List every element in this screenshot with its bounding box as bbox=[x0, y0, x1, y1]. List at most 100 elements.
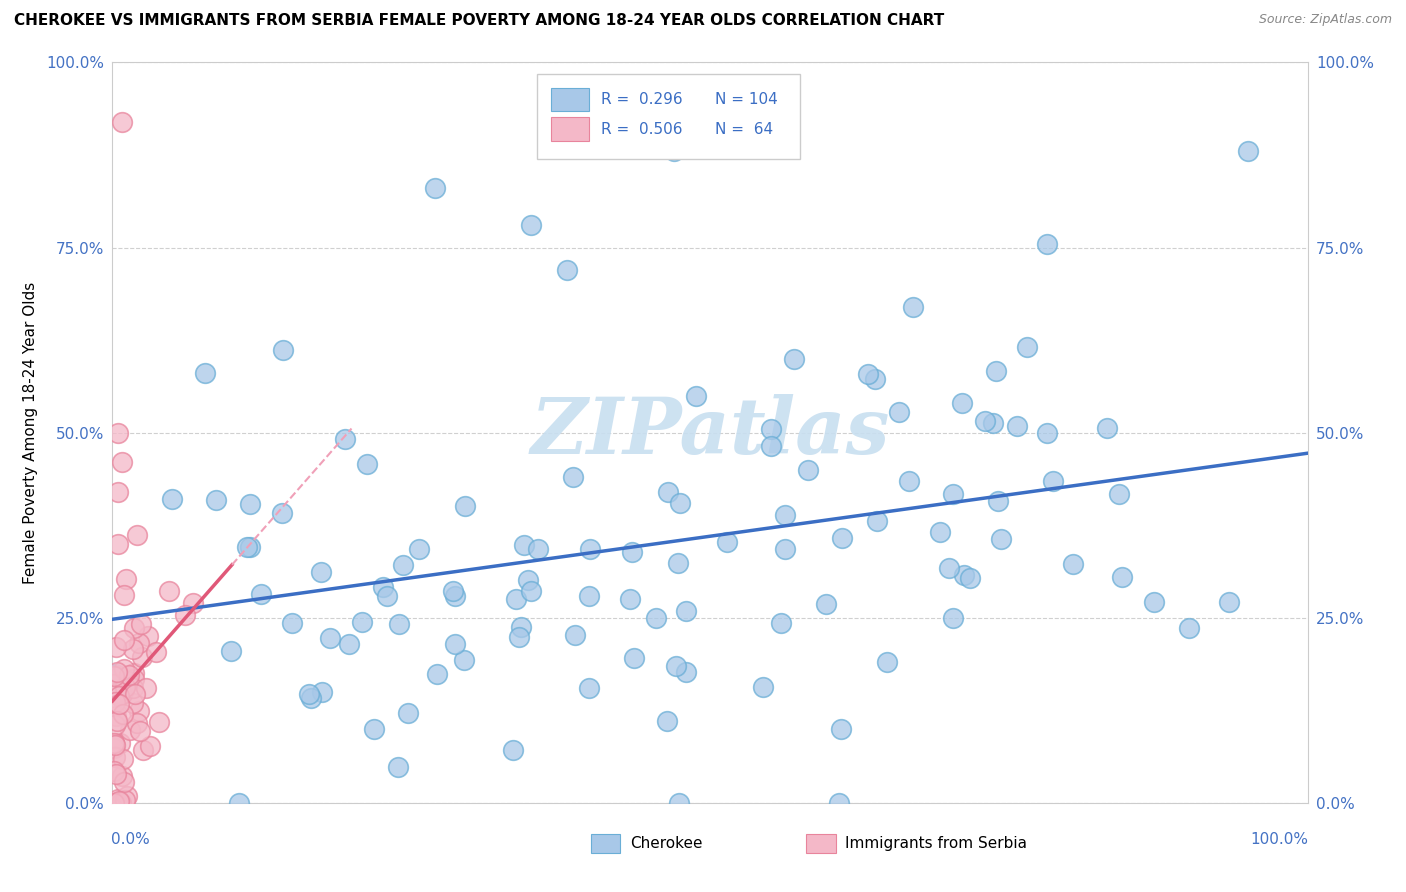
Point bbox=[104, 718, 127, 732]
Point bbox=[105, 687, 128, 701]
Point bbox=[271, 343, 294, 358]
Point bbox=[987, 494, 1010, 508]
Point bbox=[103, 736, 125, 750]
Point bbox=[983, 417, 1005, 431]
Point bbox=[173, 607, 195, 622]
Point bbox=[125, 528, 148, 542]
FancyBboxPatch shape bbox=[537, 73, 800, 159]
Text: ZIPatlas: ZIPatlas bbox=[530, 394, 890, 471]
Text: Immigrants from Serbia: Immigrants from Serbia bbox=[845, 836, 1026, 851]
Point bbox=[1036, 425, 1059, 440]
Text: Cherokee: Cherokee bbox=[630, 836, 703, 851]
Point bbox=[239, 497, 262, 511]
Point bbox=[623, 651, 645, 665]
Point bbox=[1015, 340, 1038, 354]
Point bbox=[619, 592, 641, 607]
Point bbox=[105, 640, 128, 654]
Point bbox=[157, 584, 180, 599]
Point bbox=[1218, 595, 1240, 609]
Text: R =  0.296: R = 0.296 bbox=[602, 92, 683, 107]
Point bbox=[645, 611, 668, 625]
Point bbox=[578, 542, 600, 557]
Point bbox=[513, 538, 536, 552]
Text: Source: ZipAtlas.com: Source: ZipAtlas.com bbox=[1258, 13, 1392, 27]
Point bbox=[148, 714, 170, 729]
Point bbox=[770, 615, 793, 630]
Point bbox=[797, 463, 820, 477]
Point bbox=[117, 789, 139, 804]
Point bbox=[139, 739, 162, 754]
Point bbox=[1062, 557, 1084, 571]
Point bbox=[112, 774, 135, 789]
Point bbox=[775, 508, 797, 523]
Point bbox=[426, 666, 449, 681]
Point bbox=[441, 584, 464, 599]
Point bbox=[388, 617, 411, 632]
Text: CHEROKEE VS IMMIGRANTS FROM SERBIA FEMALE POVERTY AMONG 18-24 YEAR OLDS CORRELAT: CHEROKEE VS IMMIGRANTS FROM SERBIA FEMAL… bbox=[14, 13, 945, 29]
Point bbox=[356, 457, 378, 471]
Point bbox=[526, 541, 548, 556]
Y-axis label: Female Poverty Among 18-24 Year Olds: Female Poverty Among 18-24 Year Olds bbox=[22, 282, 38, 583]
Point bbox=[136, 629, 159, 643]
Point bbox=[103, 736, 125, 750]
Point bbox=[114, 632, 135, 647]
Point bbox=[938, 561, 960, 575]
Point bbox=[110, 796, 132, 810]
Point bbox=[1108, 487, 1130, 501]
Point bbox=[578, 681, 600, 696]
Text: N = 104: N = 104 bbox=[714, 92, 778, 107]
Point bbox=[564, 628, 586, 642]
Point bbox=[675, 604, 697, 618]
Point bbox=[108, 669, 131, 683]
Point bbox=[665, 659, 688, 673]
Point bbox=[118, 667, 141, 681]
Point bbox=[194, 366, 217, 380]
Point bbox=[111, 455, 134, 469]
Point bbox=[335, 432, 357, 446]
Point bbox=[105, 796, 128, 810]
Point bbox=[129, 617, 152, 632]
Point bbox=[387, 760, 409, 774]
Point bbox=[562, 470, 585, 484]
Point bbox=[1142, 595, 1164, 609]
Point bbox=[1178, 621, 1201, 635]
Point bbox=[270, 507, 292, 521]
Point bbox=[122, 665, 145, 680]
Text: N =  64: N = 64 bbox=[714, 121, 773, 136]
Point bbox=[121, 681, 143, 695]
Point bbox=[761, 422, 783, 436]
Point bbox=[831, 531, 853, 545]
Point bbox=[578, 589, 600, 603]
Point bbox=[866, 514, 889, 528]
Point bbox=[375, 589, 398, 603]
Point bbox=[103, 764, 125, 778]
Point bbox=[108, 697, 131, 711]
Point bbox=[298, 687, 321, 701]
Point bbox=[105, 796, 128, 810]
Point bbox=[668, 496, 690, 510]
Point bbox=[228, 796, 250, 810]
FancyBboxPatch shape bbox=[591, 834, 620, 853]
Point bbox=[104, 667, 127, 681]
Point bbox=[363, 722, 385, 736]
Point bbox=[219, 644, 242, 658]
Point bbox=[876, 655, 898, 669]
Point bbox=[1035, 237, 1057, 252]
Point bbox=[104, 709, 127, 723]
Point bbox=[114, 793, 136, 807]
Point bbox=[103, 740, 125, 755]
Point bbox=[986, 364, 1008, 378]
FancyBboxPatch shape bbox=[551, 87, 589, 112]
Point bbox=[974, 414, 997, 428]
Point bbox=[716, 535, 738, 549]
Point bbox=[520, 584, 543, 599]
Point bbox=[337, 637, 360, 651]
Point bbox=[118, 723, 141, 737]
Point bbox=[856, 368, 879, 382]
Point bbox=[319, 631, 342, 645]
FancyBboxPatch shape bbox=[806, 834, 835, 853]
Point bbox=[668, 796, 690, 810]
Point bbox=[104, 738, 127, 752]
Point bbox=[942, 611, 965, 625]
Point bbox=[454, 499, 477, 513]
